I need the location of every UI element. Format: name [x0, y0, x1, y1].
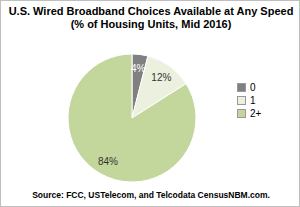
- html-text:Source: FCC, USTelecom, and Te: Source: FCC, USTelecom, and Telcodata Ce…: [32, 190, 270, 200]
- html-text:1: 1: [250, 95, 256, 106]
- html-text:0: 0: [250, 82, 256, 93]
- svg-text:84%: 84%: [98, 156, 118, 167]
- svg-text:4%: 4%: [131, 63, 146, 74]
- html-text:2+: 2+: [250, 108, 262, 119]
- html-text:U.S. Wired Broadband Choices A: U.S. Wired Broadband Choices Available a…: [8, 5, 294, 17]
- svg-text:12%: 12%: [151, 72, 171, 83]
- html-text:(% of Housing Units, Mid 2016): (% of Housing Units, Mid 2016): [70, 18, 232, 30]
